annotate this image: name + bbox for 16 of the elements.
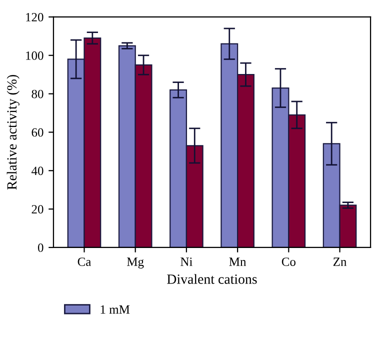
y-tick-label: 100 (26, 51, 44, 60)
x-tick-label: Co (282, 258, 296, 266)
y-tick-label: 120 (26, 12, 44, 22)
x-tick-label: Mn (229, 258, 246, 266)
y-tick-label: 80 (32, 90, 44, 98)
y-tick-label: 0 (38, 243, 44, 252)
x-tick-label: Ca (78, 258, 92, 266)
x-tick-label: Mg (127, 258, 144, 269)
x-axis-title: Divalent cations (167, 274, 257, 284)
x-tick-label: Ni (180, 258, 192, 266)
y-tick-label: 40 (32, 166, 44, 176)
y-tick-label: 20 (32, 205, 44, 214)
y-axis-title: Relative activity (%) (6, 74, 20, 190)
y-tick-label: 60 (32, 128, 44, 137)
x-tick-label: Zn (333, 258, 347, 266)
legend-label: 1 mM (100, 305, 130, 314)
